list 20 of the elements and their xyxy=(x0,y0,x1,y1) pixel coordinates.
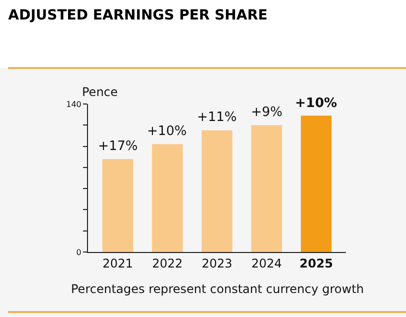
x-tick-label: 2021 xyxy=(102,256,134,270)
annotation: +9% xyxy=(251,105,283,120)
bar xyxy=(300,116,332,252)
y-axis-title: Pence xyxy=(82,85,118,99)
x-tick-label: 2022 xyxy=(152,256,183,270)
x-tick-label: 2024 xyxy=(251,256,282,270)
annotation: +10% xyxy=(295,96,338,111)
annotation: +17% xyxy=(98,139,138,154)
bar xyxy=(251,125,282,252)
bar xyxy=(102,158,134,252)
bar xyxy=(202,130,232,252)
chart-title: ADJUSTED EARNINGS PER SHARE xyxy=(8,7,268,24)
text: Percentages represent constant currency growth xyxy=(71,282,364,296)
y-tick-label: 140 xyxy=(66,100,82,109)
annotation: +10% xyxy=(147,124,187,139)
x-tick-label: 2023 xyxy=(202,256,232,270)
y-tick-label: 0 xyxy=(76,248,82,257)
bar xyxy=(152,144,183,252)
annotation: +11% xyxy=(197,110,237,125)
x-tick-label: 2025 xyxy=(300,256,333,270)
